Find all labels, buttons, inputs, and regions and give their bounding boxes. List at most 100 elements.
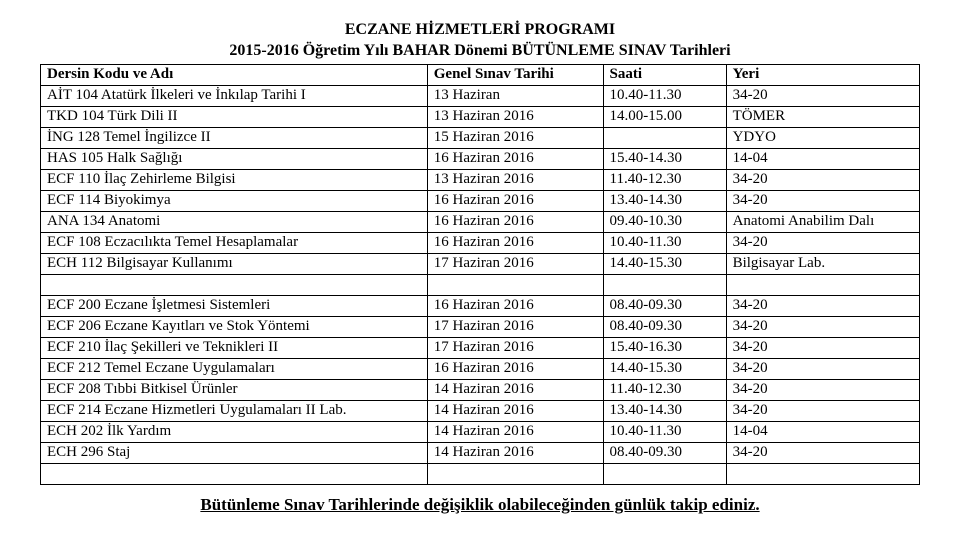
table-cell: 15.40-14.30 — [603, 148, 726, 169]
table-cell: ECF 206 Eczane Kayıtları ve Stok Yöntemi — [41, 316, 428, 337]
table-cell: 14 Haziran 2016 — [427, 379, 603, 400]
table-cell: 16 Haziran 2016 — [427, 211, 603, 232]
table-row: ECF 114 Biyokimya16 Haziran 201613.40-14… — [41, 190, 920, 211]
table-cell: ECF 114 Biyokimya — [41, 190, 428, 211]
exam-table: Dersin Kodu ve Adı Genel Sınav Tarihi Sa… — [40, 64, 920, 485]
table-cell: 11.40-12.30 — [603, 379, 726, 400]
table-cell: 34-20 — [726, 358, 919, 379]
table-cell: 14 Haziran 2016 — [427, 421, 603, 442]
title-line1: ECZANE HİZMETLERİ PROGRAMI — [40, 20, 920, 41]
table-cell: ECH 202 İlk Yardım — [41, 421, 428, 442]
table-cell: 08.40-09.30 — [603, 442, 726, 463]
table-cell: 34-20 — [726, 400, 919, 421]
program-title: ECZANE HİZMETLERİ PROGRAMI 2015-2016 Öğr… — [40, 20, 920, 62]
table-cell: 13.40-14.30 — [603, 400, 726, 421]
table-header-row: Dersin Kodu ve Adı Genel Sınav Tarihi Sa… — [41, 64, 920, 85]
table-cell: 15.40-16.30 — [603, 337, 726, 358]
table-cell: 08.40-09.30 — [603, 295, 726, 316]
table-cell: 17 Haziran 2016 — [427, 253, 603, 274]
table-cell — [603, 463, 726, 484]
table-cell: 16 Haziran 2016 — [427, 232, 603, 253]
table-cell: 09.40-10.30 — [603, 211, 726, 232]
table-row: HAS 105 Halk Sağlığı16 Haziran 201615.40… — [41, 148, 920, 169]
col-header-place: Yeri — [726, 64, 919, 85]
table-cell: 14.40-15.30 — [603, 358, 726, 379]
table-row: ECF 212 Temel Eczane Uygulamaları16 Hazi… — [41, 358, 920, 379]
table-cell — [427, 463, 603, 484]
table-cell: 11.40-12.30 — [603, 169, 726, 190]
table-cell: 34-20 — [726, 232, 919, 253]
table-cell: ECF 214 Eczane Hizmetleri Uygulamaları I… — [41, 400, 428, 421]
table-row: AİT 104 Atatürk İlkeleri ve İnkılap Tari… — [41, 85, 920, 106]
table-row: ANA 134 Anatomi16 Haziran 201609.40-10.3… — [41, 211, 920, 232]
table-cell: Bilgisayar Lab. — [726, 253, 919, 274]
table-cell: 14 Haziran 2016 — [427, 442, 603, 463]
table-cell: ECH 112 Bilgisayar Kullanımı — [41, 253, 428, 274]
table-cell: 14 Haziran 2016 — [427, 400, 603, 421]
table-cell: ECF 200 Eczane İşletmesi Sistemleri — [41, 295, 428, 316]
table-row: ECF 210 İlaç Şekilleri ve Teknikleri II1… — [41, 337, 920, 358]
table-cell: ECF 212 Temel Eczane Uygulamaları — [41, 358, 428, 379]
table-cell: 34-20 — [726, 169, 919, 190]
table-cell: 08.40-09.30 — [603, 316, 726, 337]
table-body: AİT 104 Atatürk İlkeleri ve İnkılap Tari… — [41, 85, 920, 484]
table-cell: 17 Haziran 2016 — [427, 316, 603, 337]
table-cell: Anatomi Anabilim Dalı — [726, 211, 919, 232]
table-cell: 13 Haziran 2016 — [427, 106, 603, 127]
table-cell: 16 Haziran 2016 — [427, 295, 603, 316]
table-cell: AİT 104 Atatürk İlkeleri ve İnkılap Tari… — [41, 85, 428, 106]
table-cell: 15 Haziran 2016 — [427, 127, 603, 148]
table-cell: İNG 128 Temel İngilizce II — [41, 127, 428, 148]
table-cell — [603, 127, 726, 148]
table-cell: 16 Haziran 2016 — [427, 358, 603, 379]
col-header-time: Saati — [603, 64, 726, 85]
table-row — [41, 463, 920, 484]
table-cell: 34-20 — [726, 316, 919, 337]
table-cell: HAS 105 Halk Sağlığı — [41, 148, 428, 169]
table-row: ECF 214 Eczane Hizmetleri Uygulamaları I… — [41, 400, 920, 421]
table-cell: 14-04 — [726, 421, 919, 442]
table-cell: ANA 134 Anatomi — [41, 211, 428, 232]
table-cell — [427, 274, 603, 295]
table-row: ECF 200 Eczane İşletmesi Sistemleri16 Ha… — [41, 295, 920, 316]
table-cell — [603, 274, 726, 295]
table-cell: 10.40-11.30 — [603, 421, 726, 442]
table-cell: 34-20 — [726, 190, 919, 211]
col-header-date: Genel Sınav Tarihi — [427, 64, 603, 85]
table-row — [41, 274, 920, 295]
table-row: ECH 112 Bilgisayar Kullanımı17 Haziran 2… — [41, 253, 920, 274]
table-cell: ECF 210 İlaç Şekilleri ve Teknikleri II — [41, 337, 428, 358]
table-cell — [726, 274, 919, 295]
table-cell: 14.00-15.00 — [603, 106, 726, 127]
table-cell: 13 Haziran 2016 — [427, 169, 603, 190]
table-cell: 34-20 — [726, 442, 919, 463]
table-cell: ECF 110 İlaç Zehirleme Bilgisi — [41, 169, 428, 190]
table-cell: ECF 108 Eczacılıkta Temel Hesaplamalar — [41, 232, 428, 253]
table-row: İNG 128 Temel İngilizce II15 Haziran 201… — [41, 127, 920, 148]
table-row: ECH 202 İlk Yardım14 Haziran 201610.40-1… — [41, 421, 920, 442]
table-cell: 34-20 — [726, 379, 919, 400]
table-cell: 17 Haziran 2016 — [427, 337, 603, 358]
col-header-course: Dersin Kodu ve Adı — [41, 64, 428, 85]
table-cell: 34-20 — [726, 295, 919, 316]
table-cell: 10.40-11.30 — [603, 85, 726, 106]
table-cell: ECH 296 Staj — [41, 442, 428, 463]
title-line2: 2015-2016 Öğretim Yılı BAHAR Dönemi BÜTÜ… — [40, 41, 920, 62]
table-cell: 16 Haziran 2016 — [427, 148, 603, 169]
table-cell: TKD 104 Türk Dili II — [41, 106, 428, 127]
table-row: ECF 206 Eczane Kayıtları ve Stok Yöntemi… — [41, 316, 920, 337]
table-cell: 13.40-14.30 — [603, 190, 726, 211]
table-cell: 10.40-11.30 — [603, 232, 726, 253]
table-cell: 13 Haziran — [427, 85, 603, 106]
table-row: ECH 296 Staj14 Haziran 201608.40-09.3034… — [41, 442, 920, 463]
table-row: TKD 104 Türk Dili II13 Haziran 201614.00… — [41, 106, 920, 127]
table-cell: 14.40-15.30 — [603, 253, 726, 274]
table-cell: YDYO — [726, 127, 919, 148]
table-row: ECF 208 Tıbbi Bitkisel Ürünler14 Haziran… — [41, 379, 920, 400]
table-cell: 16 Haziran 2016 — [427, 190, 603, 211]
table-cell — [41, 463, 428, 484]
table-cell: 34-20 — [726, 337, 919, 358]
table-row: ECF 110 İlaç Zehirleme Bilgisi13 Haziran… — [41, 169, 920, 190]
table-cell: TÖMER — [726, 106, 919, 127]
table-cell: 14-04 — [726, 148, 919, 169]
